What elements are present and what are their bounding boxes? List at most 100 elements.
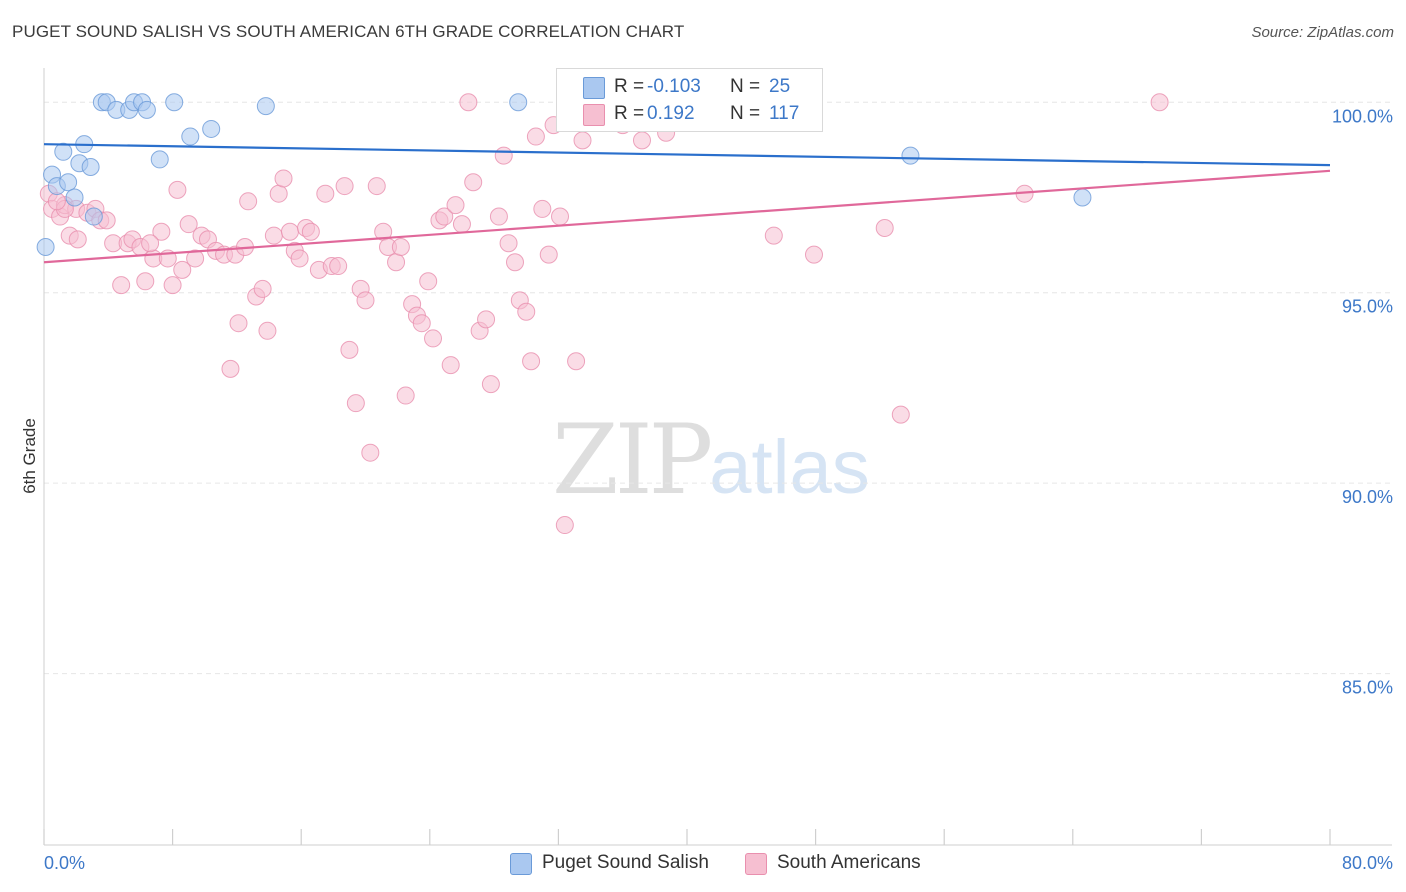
- south-american-point: [489, 207, 508, 226]
- south-american-point: [499, 234, 518, 253]
- salish-point: [181, 127, 200, 146]
- south-american-point: [239, 192, 258, 211]
- south-american-point: [505, 253, 524, 272]
- r-label: R =: [614, 76, 645, 97]
- south-american-point: [764, 226, 783, 245]
- south-american-point: [632, 131, 651, 150]
- south-american-point: [253, 279, 272, 298]
- south-american-point: [316, 184, 335, 203]
- salish-point: [509, 93, 528, 112]
- salish-point: [65, 188, 84, 207]
- gridlines: [44, 101, 1392, 675]
- r-label: R =: [614, 103, 645, 124]
- salish-point: [84, 207, 103, 226]
- south-american-point: [419, 272, 438, 291]
- salish-point: [165, 93, 184, 112]
- x-tick-label-min: 0.0%: [44, 853, 85, 873]
- south-american-point: [141, 234, 160, 253]
- legend-row-puget-sound-salish: R = -0.103 N = 25: [557, 75, 822, 101]
- pink-swatch: [745, 853, 767, 875]
- y-axis-title: 6th Grade: [20, 418, 39, 494]
- legend-row-south-americans: R = 0.192 N = 117: [557, 102, 822, 128]
- salish-point: [256, 97, 275, 116]
- trend-lines: [43, 143, 1331, 264]
- y-tick-label: 90.0%: [1342, 487, 1393, 507]
- y-tick-label: 95.0%: [1342, 297, 1393, 317]
- south-american-point: [526, 127, 545, 146]
- south-american-point: [112, 276, 131, 295]
- south-american-point: [47, 192, 66, 211]
- south-american-point: [446, 196, 465, 215]
- legend-label: Puget Sound Salish: [542, 852, 709, 873]
- tick-labels: 100.0% 95.0% 90.0% 85.0% 0.0% 80.0% 6th Grade: [20, 106, 1393, 873]
- south-american-point: [68, 230, 87, 249]
- south-american-point: [274, 169, 293, 188]
- south-american-point: [464, 173, 483, 192]
- south-americans-trend-line: [43, 169, 1331, 264]
- south-american-point: [396, 386, 415, 405]
- south-american-point: [477, 310, 496, 329]
- watermark: ZIPatlas: [552, 404, 870, 516]
- south-american-point: [361, 443, 380, 462]
- salish-trend-line: [43, 143, 1331, 167]
- south-american-point: [152, 222, 171, 241]
- south-american-point: [522, 352, 541, 371]
- south-american-point: [329, 257, 348, 276]
- south-american-point: [494, 146, 513, 165]
- south-american-point: [264, 226, 283, 245]
- salish-point: [59, 173, 78, 192]
- south-american-point: [555, 516, 574, 535]
- south-american-point: [346, 394, 365, 413]
- south-american-point: [391, 238, 410, 257]
- pink-swatch: [583, 104, 605, 126]
- south-american-point: [452, 215, 471, 234]
- n-label: N =: [730, 103, 761, 124]
- south-american-point: [517, 302, 536, 321]
- r-value: -0.103: [647, 76, 701, 97]
- south-american-point: [356, 291, 375, 310]
- south-american-point: [412, 314, 431, 333]
- south-american-point: [173, 260, 192, 279]
- salish-point: [137, 100, 156, 119]
- south-american-point: [168, 180, 187, 199]
- watermark-atlas: atlas: [709, 425, 870, 510]
- south-american-point: [891, 405, 910, 424]
- south-american-point: [163, 276, 182, 295]
- south-american-point: [539, 245, 558, 264]
- south-american-point: [424, 329, 443, 348]
- south-american-point: [567, 352, 586, 371]
- r-value: 0.192: [647, 103, 695, 124]
- salish-point: [54, 142, 73, 161]
- south-american-point: [441, 356, 460, 375]
- blue-swatch: [583, 77, 605, 99]
- south-american-point: [258, 321, 277, 340]
- south-american-point: [280, 222, 299, 241]
- south-american-point: [551, 207, 570, 226]
- salish-point: [150, 150, 169, 169]
- south-american-point: [459, 93, 478, 112]
- puget-sound-salish-points: [36, 93, 1092, 257]
- source-credit: Source: ZipAtlas.com: [1251, 24, 1394, 41]
- south-american-point: [186, 249, 205, 268]
- legend-label: South Americans: [777, 852, 921, 873]
- south-american-point: [573, 131, 592, 150]
- stats-legend: R = -0.103 N = 25 R = 0.192 N = 117: [556, 68, 823, 132]
- chart-title: PUGET SOUND SALISH VS SOUTH AMERICAN 6TH…: [12, 22, 685, 41]
- axes: [43, 68, 1392, 846]
- south-american-point: [435, 207, 454, 226]
- n-label: N =: [730, 76, 761, 97]
- south-american-point: [481, 375, 500, 394]
- south-american-point: [533, 199, 552, 218]
- salish-point: [901, 146, 920, 165]
- south-american-point: [875, 218, 894, 237]
- blue-swatch: [510, 853, 532, 875]
- south-american-point: [1150, 93, 1169, 112]
- n-value: 25: [769, 76, 791, 97]
- y-tick-label: 100.0%: [1332, 106, 1393, 126]
- south-american-point: [387, 253, 406, 272]
- salish-point: [81, 158, 100, 177]
- salish-point: [202, 119, 221, 138]
- south-american-point: [804, 245, 823, 264]
- y-tick-label: 85.0%: [1342, 678, 1393, 698]
